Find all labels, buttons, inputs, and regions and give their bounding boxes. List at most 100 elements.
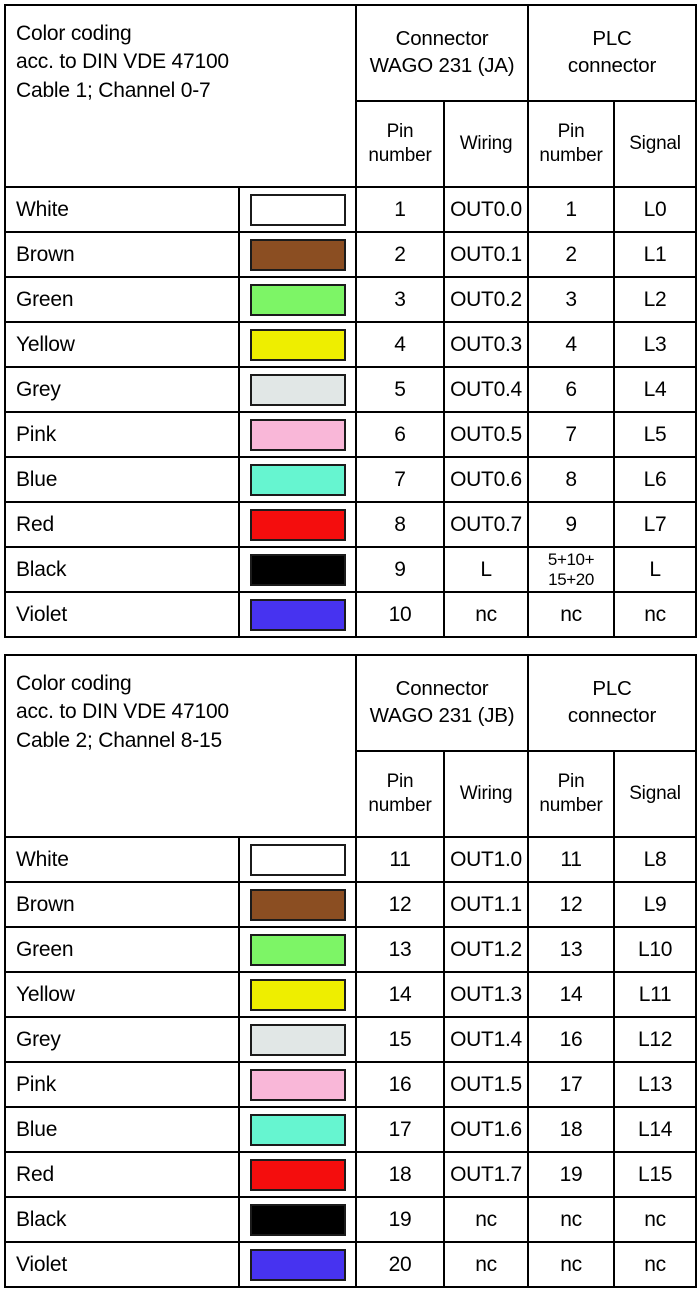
cell-pin-number-wago: 18 [355,1151,445,1198]
cell-pin-number-wago: 20 [355,1241,445,1288]
column-header-line-1: Wiring [459,783,513,805]
column-header-line-1: Wiring [459,133,513,155]
cell-pin-number-plc: 13 [527,926,616,973]
cell-color-name: Red [4,501,240,548]
title-line-3: Cable 1; Channel 0-7 [16,78,211,102]
title-line-2: acc. to DIN VDE 47100 [16,700,229,724]
column-header-line-1: Signal [629,133,681,155]
cell-color-swatch [238,971,357,1018]
group-header-line-1: PLC [592,27,632,51]
cell-color-swatch [238,926,357,973]
cell-color-name: Brown [4,881,240,928]
color-swatch [249,1248,346,1281]
cell-pin-number-wago: 5 [355,366,445,413]
cell-signal: L6 [613,456,698,503]
color-swatch [249,328,346,361]
cell-color-name: Green [4,926,240,973]
cell-color-swatch [238,231,357,278]
table-body-cable-2: Color coding acc. to DIN VDE 47100 Cable 2… [4,654,698,1288]
cell-color-name: Green [4,276,240,323]
cell-color-name: Red [4,1151,240,1198]
cell-wiring: OUT0.4 [442,366,530,413]
cell-color-name: Blue [4,456,240,503]
cell-pin-number-wago: 2 [355,231,445,278]
cell-pin-number-plc: 16 [527,1016,616,1063]
cell-pin-number-wago: 6 [355,411,445,458]
cell-color-name: Grey [4,1016,240,1063]
cell-wiring: nc [442,1196,530,1243]
table-row: Grey 5 OUT0.4 6 L4 [4,366,698,413]
group-header-line-2: WAGO 231 (JB) [369,704,515,727]
cell-wiring: OUT1.0 [442,836,530,883]
cell-pin-number-wago: 13 [355,926,445,973]
cell-pin-number-wago: 14 [355,971,445,1018]
cell-color-swatch [238,411,357,458]
group-header-connector-wago-1: Connector WAGO 231 (JA) [354,4,530,102]
header-row-sub-2: Pin number Wiring Pin number Signal [5,750,698,838]
cell-pin-number-plc: 4 [527,321,616,368]
color-swatch [249,463,346,496]
cell-signal: L4 [613,366,698,413]
cell-pin-number-wago: 9 [355,546,445,593]
color-swatch [249,978,346,1011]
color-swatch [249,373,346,406]
cell-signal: L14 [613,1106,698,1153]
wiring-table-cable-2: Color coding acc. to DIN VDE 47100 Cable 2… [4,654,698,1288]
color-swatch [249,553,346,586]
cell-color-swatch [238,1061,357,1108]
group-header-connector-wago-2: Connector WAGO 231 (JB) [354,654,530,752]
column-header-line-1: Signal [629,783,681,805]
cell-color-swatch [238,1016,357,1063]
column-header-signal-1: Signal [613,100,698,188]
cell-color-swatch [238,456,357,503]
table-row: Blue 17 OUT1.6 18 L14 [4,1106,698,1153]
cell-color-swatch [238,1196,357,1243]
cell-pin-number-plc: 5+10+ 15+20 [527,546,616,593]
column-header-line-2: number [539,145,603,166]
wiring-table-cable-1: Color coding acc. to DIN VDE 47100 Cable 1… [4,4,698,638]
cell-color-name: Yellow [4,321,240,368]
cell-wiring: OUT1.7 [442,1151,530,1198]
cell-signal: L12 [613,1016,698,1063]
color-swatch [249,1068,346,1101]
column-header-wiring-1: Wiring [442,100,530,188]
table-row: White 11 OUT1.0 11 L8 [4,836,698,883]
title-line-3: Cable 2; Channel 8-15 [16,728,222,752]
cell-color-swatch [238,366,357,413]
cell-color-swatch [238,186,357,233]
cell-wiring: OUT1.1 [442,881,530,928]
column-header-signal-2: Signal [613,750,698,838]
group-header-line-2: WAGO 231 (JA) [369,54,515,77]
title-line-1: Color coding [16,22,132,45]
cell-wiring: nc [442,1241,530,1288]
cell-pin-number-plc: 3 [527,276,616,323]
cell-color-name: Pink [4,1061,240,1108]
cell-pin-number-plc: 17 [527,1061,616,1108]
cell-pin-number-wago: 10 [355,591,445,638]
cell-wiring: OUT1.3 [442,971,530,1018]
cell-color-swatch [238,881,357,928]
cell-signal: L15 [613,1151,698,1198]
table-row: Grey 15 OUT1.4 16 L12 [4,1016,698,1063]
cell-color-name: Black [4,546,240,593]
column-header-line-1: Pin [557,771,585,793]
group-header-line-2: connector [567,54,657,77]
color-swatch [249,283,346,316]
group-header-line-2: connector [567,704,657,727]
cell-wiring: OUT0.6 [442,456,530,503]
cell-color-name: Brown [4,231,240,278]
column-header-pin-number-wago-1: Pin number [355,100,445,188]
group-header-line-1: PLC [592,677,632,701]
column-header-line-2: number [539,795,603,816]
cell-pin-number-wago: 1 [355,186,445,233]
cell-signal: L5 [613,411,698,458]
table-row: Violet 20 nc nc nc [4,1241,698,1288]
color-swatch [249,1158,346,1191]
cell-pin-number-wago: 11 [355,836,445,883]
cell-color-name: Violet [4,1241,240,1288]
column-header-wiring-2: Wiring [442,750,530,838]
cell-pin-number-plc: 2 [527,231,616,278]
cell-wiring: nc [442,591,530,638]
table-row: Black 9 L 5+10+ 15+20 L [4,546,698,593]
color-swatch [249,598,346,631]
